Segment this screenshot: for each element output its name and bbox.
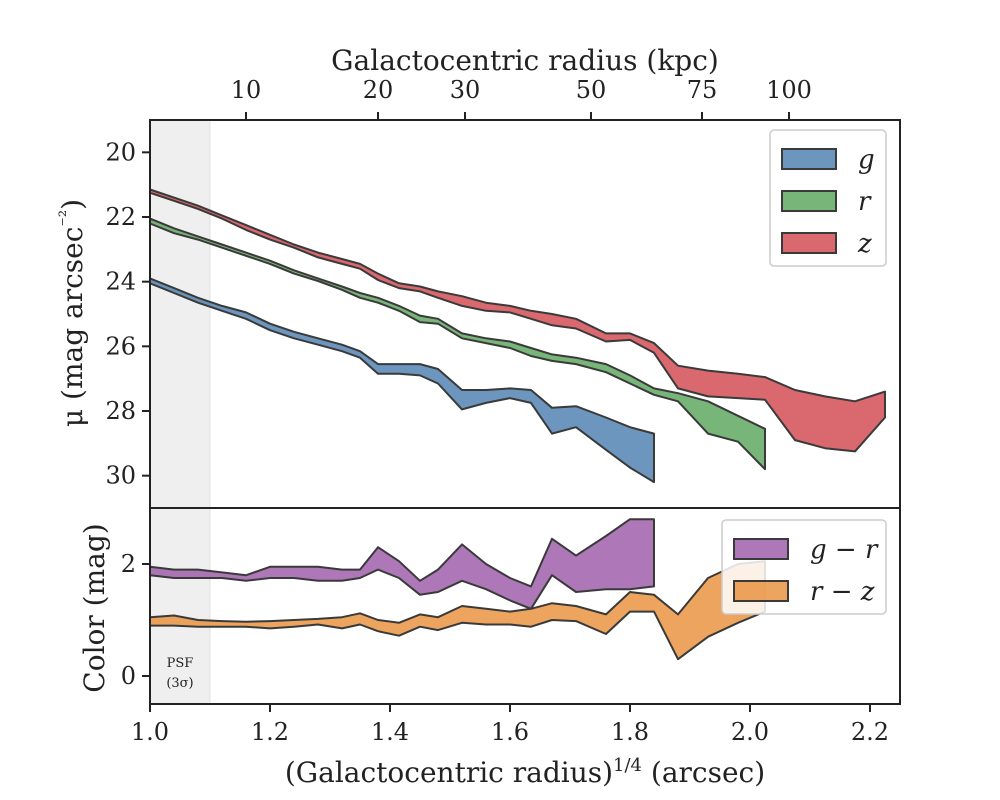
legend-label: g (858, 145, 875, 175)
y-tick-label: 2 (121, 550, 136, 578)
upper-y-axis-title: μ (mag arcsec⁻²) (56, 199, 89, 427)
bottom-x-axis-title: (Galactocentric radius)1/4 (arcsec) (285, 755, 765, 789)
x-tick-label: 2.2 (851, 718, 889, 746)
color-areas (149, 518, 766, 661)
psf-sigma-label: (3σ) (166, 676, 193, 691)
area-color-0 (149, 518, 655, 610)
y-tick-label: 24 (105, 268, 136, 296)
x-tick-label: 2.0 (731, 718, 769, 746)
y-tick-label: 0 (121, 662, 136, 690)
top-x-tick-label: 75 (687, 76, 718, 104)
surface-brightness-panel: 20 22 24 26 28 30 10 20 30 50 75 100 grz (105, 76, 901, 509)
upper-y-ticks: 20 22 24 26 28 30 (105, 138, 150, 490)
top-x-tick-label: 30 (450, 76, 481, 104)
y-tick-label: 20 (105, 138, 136, 166)
y-tick-label: 22 (105, 203, 136, 231)
legend-label: g − r (810, 535, 879, 565)
upper-legend: grz (769, 129, 887, 267)
lower-y-ticks: 02 (121, 550, 150, 690)
top-x-tick-label: 20 (363, 76, 394, 104)
psf-region-lower (149, 507, 211, 705)
psf-label: PSF (167, 656, 194, 671)
x-tick-label: 1.8 (611, 718, 649, 746)
legend-label: z (857, 229, 872, 259)
y-tick-label: 28 (105, 397, 136, 425)
legend-label: r (858, 187, 872, 217)
psf-region (149, 119, 211, 509)
legend-label: r − z (810, 577, 875, 607)
bottom-x-ticks: 1.0 1.2 1.4 1.6 1.8 2.0 2.2 (131, 704, 889, 746)
legend-swatch (733, 538, 789, 560)
color-panel: 02 1.0 1.2 1.4 1.6 1.8 2.0 2.2 g − rr − z PSF … (121, 507, 901, 746)
legend-swatch (781, 148, 837, 170)
y-tick-label: 30 (105, 462, 136, 490)
lower-legend: g − r r − z (721, 519, 887, 615)
x-tick-label: 1.0 (131, 718, 169, 746)
area-z (149, 188, 886, 453)
x-tick-label: 1.2 (251, 718, 289, 746)
lower-panel-frame (149, 507, 901, 705)
lower-y-axis-title: Color (mag) (78, 523, 111, 692)
area-r (149, 217, 766, 471)
area-g (149, 277, 655, 484)
legend-swatch (781, 232, 837, 254)
x-tick-label: 1.4 (371, 718, 409, 746)
top-x-tick-label: 100 (766, 76, 812, 104)
surface-brightness-areas (149, 188, 886, 484)
legend-swatch (781, 190, 837, 212)
legend-swatch (733, 580, 789, 602)
top-axis-title: Galactocentric radius (kpc) (331, 44, 719, 77)
x-tick-label: 1.6 (491, 718, 529, 746)
top-x-tick-label: 50 (576, 76, 607, 104)
top-x-ticks: 10 20 30 50 75 100 (231, 76, 812, 120)
y-tick-label: 26 (105, 332, 136, 360)
top-x-tick-label: 10 (231, 76, 262, 104)
